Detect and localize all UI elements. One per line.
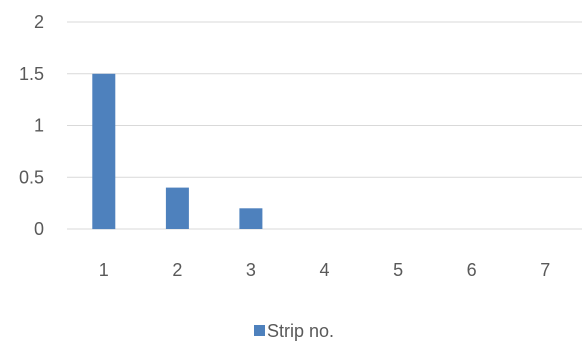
y-tick-label: 1	[34, 116, 44, 136]
x-tick-label: 6	[467, 260, 477, 280]
x-tick-label: 1	[99, 260, 109, 280]
y-tick-label: 0.5	[19, 167, 44, 187]
legend-label: Strip no.	[267, 321, 334, 341]
y-tick-label: 0	[34, 219, 44, 239]
y-axis-tick-labels: 0 0.5 1 1.5 2	[19, 12, 44, 239]
bar-2	[165, 187, 189, 229]
x-tick-label: 7	[540, 260, 550, 280]
x-tick-label: 4	[319, 260, 329, 280]
y-tick-label: 1.5	[19, 64, 44, 84]
x-tick-label: 5	[393, 260, 403, 280]
legend-swatch	[254, 325, 265, 336]
x-tick-label: 2	[172, 260, 182, 280]
bar-3	[239, 208, 263, 229]
x-axis-tick-labels: 1 2 3 4 5 6 7	[99, 260, 550, 280]
x-tick-label: 3	[246, 260, 256, 280]
bar-1	[92, 73, 116, 230]
bars	[92, 73, 263, 230]
gridlines	[67, 21, 582, 230]
y-tick-label: 2	[34, 12, 44, 32]
legend: Strip no.	[254, 321, 334, 341]
